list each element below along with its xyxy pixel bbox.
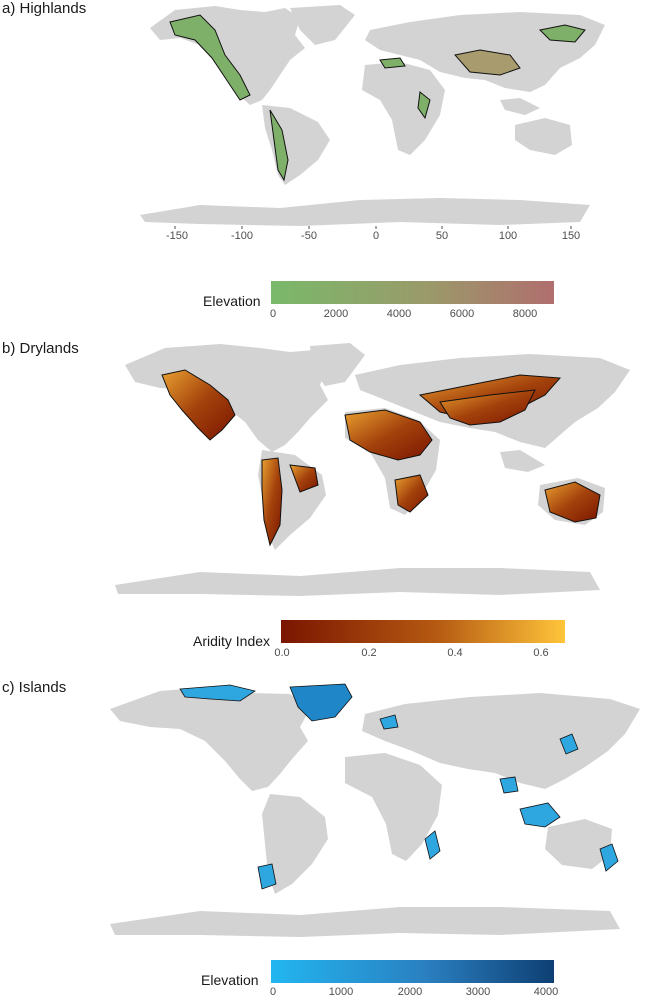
legend-tick: 8000 — [512, 308, 538, 320]
legend-tick: 2000 — [323, 308, 349, 320]
legend-title-elevation: Elevation — [203, 293, 261, 309]
legend-tick: 0 — [269, 986, 277, 998]
highlands-map — [140, 5, 605, 229]
drylands-map — [115, 343, 630, 596]
elevation-colorbar — [271, 281, 554, 304]
x-tick-label: -100 — [230, 230, 254, 242]
elevation-colorbar — [271, 960, 554, 983]
highlands-regions — [169, 14, 586, 182]
legend-tick: 0.2 — [361, 647, 377, 659]
legend-tick: 0.6 — [533, 647, 549, 659]
x-tick-label: 100 — [498, 230, 518, 242]
legend-tick: 4000 — [386, 308, 412, 320]
legend-tick: 1000 — [328, 986, 354, 998]
legend-tick: 3000 — [465, 986, 491, 998]
world-landmass — [110, 687, 640, 937]
aridity-colorbar — [281, 620, 565, 643]
legend-title-elevation: Elevation — [201, 972, 259, 988]
panel-b-title: b) Drylands — [2, 340, 79, 357]
x-tick-label: 0 — [372, 230, 380, 242]
longitude-ticks — [174, 226, 572, 229]
islands-map — [110, 683, 640, 937]
drylands-regions — [161, 369, 601, 547]
x-tick-label: 150 — [561, 230, 581, 242]
x-tick-label: 50 — [435, 230, 449, 242]
legend-tick: 0 — [269, 308, 277, 320]
legend-tick: 6000 — [449, 308, 475, 320]
legend-title-aridity: Aridity Index — [193, 633, 271, 649]
legend-tick: 4000 — [533, 986, 559, 998]
legend-tick: 0.4 — [447, 647, 463, 659]
islands-regions — [179, 683, 619, 890]
x-tick-label: -150 — [165, 230, 189, 242]
legend-tick: 0.0 — [274, 647, 290, 659]
panel-c-title: c) Islands — [2, 679, 67, 696]
x-tick-label: -50 — [301, 230, 317, 242]
panel-a-title: a) Highlands — [2, 0, 87, 17]
legend-tick: 2000 — [397, 986, 423, 998]
